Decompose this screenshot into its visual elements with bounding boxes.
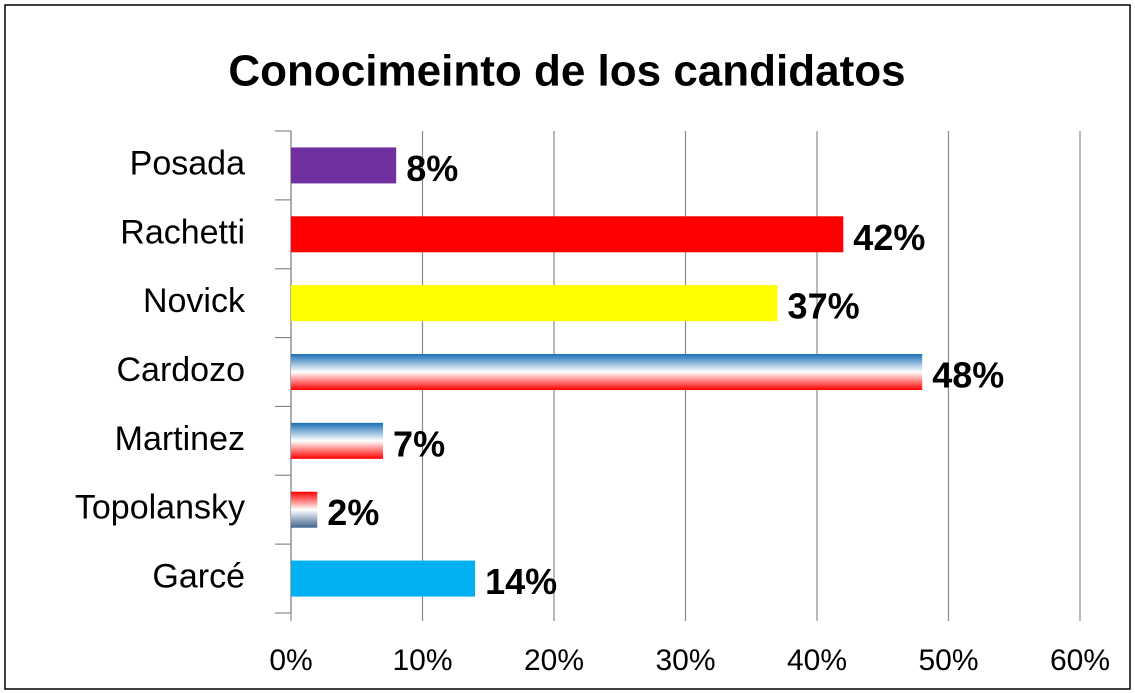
x-tick-label: 10% [392,644,452,677]
chart-border [4,4,1131,690]
x-tick-label: 0% [269,644,312,677]
x-tick-label: 20% [524,644,584,677]
bar [291,216,844,253]
bar [291,491,318,528]
x-tick-label: 30% [655,644,715,677]
data-label: 8% [406,148,458,189]
bar [291,285,778,322]
y-tick-label: Topolansky [75,489,245,527]
bar [291,560,476,597]
data-label: 42% [853,217,925,258]
x-tick-label: 60% [1050,644,1110,677]
y-tick-label: Rachetti [120,213,245,251]
data-label: 2% [327,492,379,533]
bar [291,147,397,184]
y-tick-label: Novick [143,282,246,320]
x-tick-label: 40% [787,644,847,677]
y-tick-label: Posada [130,144,245,182]
y-tick-label: Martinez [115,420,245,458]
data-label: 14% [485,561,557,602]
chart-title: Conocimeinto de los candidatos [228,47,905,96]
bar [291,354,923,390]
x-tick-label: 50% [918,644,978,677]
y-tick-label: Garcé [152,558,245,596]
data-label: 37% [788,286,860,327]
y-tick-label: Cardozo [116,351,245,389]
data-label: 48% [932,355,1004,396]
data-label: 7% [393,423,445,464]
bar [291,422,384,459]
